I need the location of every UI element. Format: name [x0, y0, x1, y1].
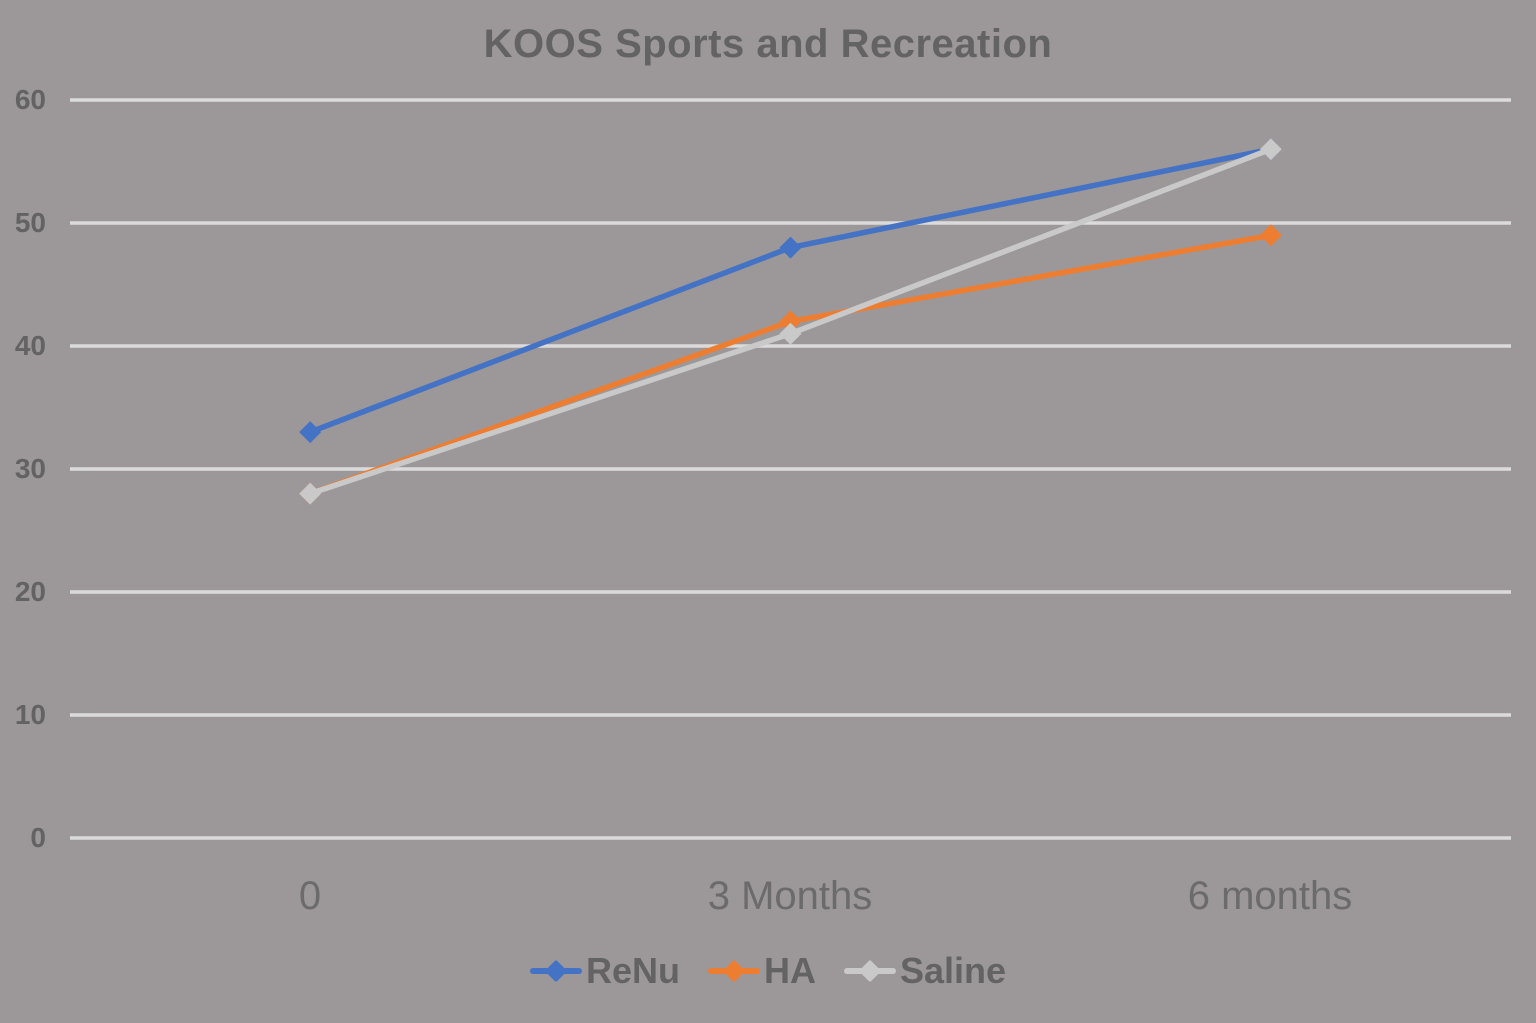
y-axis-tick-label: 0 [30, 822, 46, 853]
legend-item-saline: Saline [843, 950, 1007, 992]
data-point-marker-saline [299, 482, 322, 505]
legend-marker-icon [843, 959, 896, 983]
data-point-marker-saline [1259, 138, 1282, 161]
legend-marker-icon [707, 959, 760, 983]
data-point-marker-ha [1259, 224, 1282, 247]
y-axis-tick-label: 60 [14, 84, 46, 115]
y-axis-tick-label: 40 [14, 330, 46, 361]
data-point-marker-saline [779, 322, 802, 345]
series-line-renu [307, 146, 1274, 435]
y-axis-tick-label: 10 [14, 699, 46, 730]
y-axis-tick-label: 20 [14, 576, 46, 607]
data-point-marker-ha [779, 310, 802, 333]
series-line-ha [307, 232, 1274, 497]
y-axis-tick-label: 50 [14, 207, 46, 238]
x-axis-category-label: 0 [298, 874, 322, 918]
legend-label: ReNu [585, 950, 680, 991]
data-point-marker-renu [779, 236, 802, 259]
legend-item-ha: HA [707, 950, 816, 992]
x-axis-category-label: 6 months [1187, 874, 1353, 918]
x-axis-category-label: 3 Months [707, 874, 873, 918]
y-axis-tick-label: 30 [14, 453, 46, 484]
chart-title: KOOS Sports and Recreation [483, 22, 1053, 66]
legend-label: Saline [899, 950, 1007, 991]
legend: ReNu HA Saline [0, 950, 1536, 992]
legend-label: HA [763, 950, 816, 991]
data-point-marker-renu [299, 421, 322, 444]
legend-marker-icon [529, 959, 582, 983]
legend-item-renu: ReNu [529, 950, 680, 992]
